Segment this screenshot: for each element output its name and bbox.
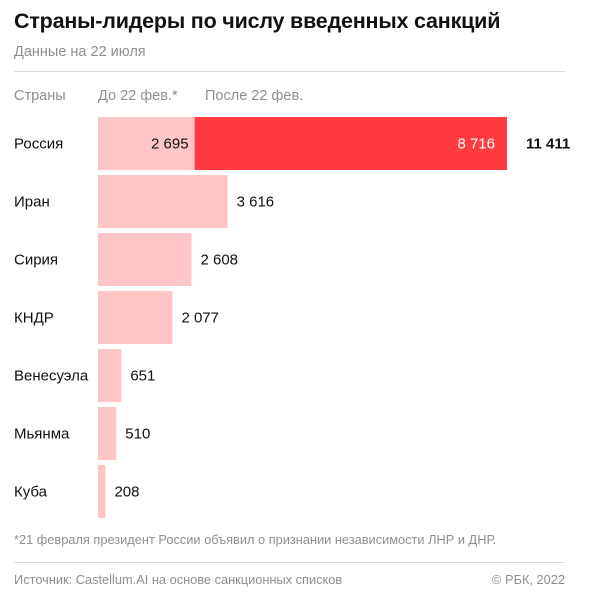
chart-subtitle: Данные на 22 июля — [14, 44, 146, 60]
source-note: Источник: Castellum.AI на основе санкцио… — [14, 572, 343, 587]
bar-before — [98, 291, 173, 344]
data-label-before: 3 616 — [237, 194, 275, 211]
header-countries: Страны — [14, 88, 66, 104]
data-label-before: 2 077 — [181, 310, 219, 327]
copyright: © РБК, 2022 — [492, 572, 565, 587]
bar-before — [98, 175, 228, 228]
bar-row: Венесуэла 651 — [14, 349, 155, 402]
data-label-before: 2 608 — [200, 252, 238, 269]
bar-row: Иран 3 616 — [14, 175, 274, 228]
chart-title: Страны-лидеры по числу введенных санкций — [14, 9, 501, 33]
bar-before — [98, 349, 122, 402]
data-label-before: 510 — [125, 426, 150, 443]
bar-row: Куба 208 — [14, 465, 139, 518]
bar-before — [98, 117, 195, 170]
bar-row: Мьянма 510 — [14, 407, 150, 460]
category-label: Мьянма — [14, 426, 70, 443]
bar-row: Россия 2 695 8 716 11 411 — [14, 117, 570, 170]
header-after: После 22 фев. — [205, 88, 304, 104]
category-label: Куба — [14, 484, 48, 501]
bar-row: КНДР 2 077 — [14, 291, 219, 344]
category-label: Сирия — [14, 252, 58, 269]
data-label-total: 11 411 — [526, 136, 570, 153]
data-label-before: 208 — [114, 484, 139, 501]
bar-after — [194, 117, 507, 170]
data-label-before: 2 695 — [151, 136, 189, 153]
category-label: Россия — [14, 136, 63, 153]
bar-row: Сирия 2 608 — [14, 233, 238, 286]
data-label-before: 651 — [130, 368, 155, 385]
category-label: Иран — [14, 194, 50, 211]
bar-before — [98, 407, 117, 460]
bar-before — [98, 233, 192, 286]
data-label-after: 8 716 — [457, 136, 495, 153]
header-before: До 22 фев.* — [98, 88, 178, 104]
top-divider — [14, 71, 565, 72]
footnote: *21 февраля президент России объявил о п… — [14, 532, 497, 547]
category-label: КНДР — [14, 310, 54, 327]
category-label: Венесуэла — [14, 368, 89, 385]
bottom-divider — [14, 562, 565, 563]
bar-before — [98, 465, 106, 518]
